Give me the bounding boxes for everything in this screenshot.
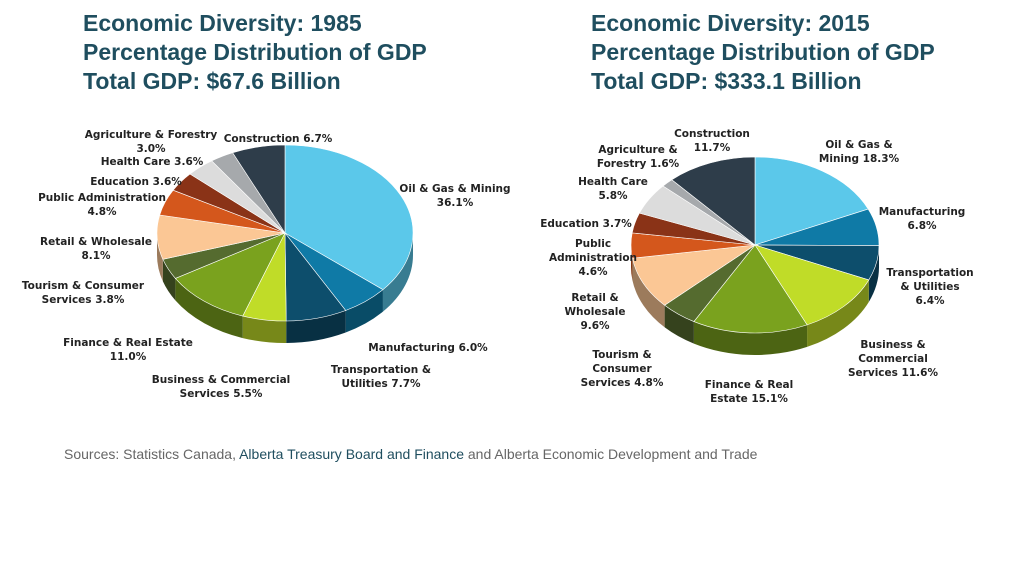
pie-side-business-commercial-services [807,279,869,347]
pie-slice-oil-gas-mining [284,144,414,291]
pie-side-finance-real-estate [175,278,243,339]
pie-slice-business-commercial-services [754,244,870,326]
pie-side-manufacturing [345,289,383,333]
slice-label-oil-gas-mining: Oil & Gas & Mining 36.1% [399,183,510,209]
slice-label-health-care: Health Care 3.6% [101,156,204,168]
slice-label-transportation-utilities: Transportation & Utilities 7.7% [331,364,431,390]
pie-slice-finance-real-estate [174,232,286,317]
chart-total-gdp: Total GDP: $333.1 Billion [591,68,862,94]
slice-label-public-administration: Public Administration 4.8% [38,192,166,218]
chart-2015: Economic Diversity: 2015 Percentage Dist… [512,0,1024,430]
slice-label-manufacturing: Manufacturing 6.8% [879,206,966,232]
slice-label-education: Education 3.7% [540,218,632,230]
pie-side-business-commercial-services [242,316,287,343]
pie-side-transportation-utilities [868,245,879,302]
slice-label-business-commercial-services: Business & Commercial Services 5.5% [152,374,291,400]
pie-slice-retail-wholesale [632,244,756,306]
slice-label-education: Education 3.6% [90,176,182,188]
chart-subtitle: Percentage Distribution of GDP [83,39,427,65]
pie-slice-construction [671,156,756,246]
slice-label-transportation-utilities: Transportation & Utilities 6.4% [886,267,973,307]
chart-total-gdp: Total GDP: $67.6 Billion [83,68,341,94]
slice-label-construction: Construction 6.7% [224,133,333,145]
chart-title: Economic Diversity: 1985 [83,10,362,36]
slice-label-tourism-consumer-services: Tourism & Consumer Services 4.8% [581,349,664,389]
sources-note: Sources: Statistics Canada, Alberta Trea… [64,446,757,462]
slice-label-tourism-consumer-services: Tourism & Consumer Services 3.8% [22,280,145,306]
chart-1985: Economic Diversity: 1985 Percentage Dist… [0,0,512,430]
slice-label-retail-wholesale: Retail & Wholesale 9.6% [564,292,625,332]
slice-label-agriculture-forestry: Agriculture & Forestry 3.0% [85,129,218,155]
pie-top [156,144,414,322]
slice-label-finance-real-estate: Finance & Real Estate 11.0% [63,337,193,363]
sources-prefix: Sources: Statistics Canada, [64,446,240,462]
pie-side-retail-wholesale [157,233,163,282]
chart-title: Economic Diversity: 2015 [591,10,870,36]
slice-label-public-administration: Public Administration 4.6% [549,238,637,278]
slice-label-oil-gas-mining: Oil & Gas & Mining 18.3% [819,139,900,165]
slice-label-finance-real-estate: Finance & Real Estate 15.1% [705,379,794,405]
slice-label-retail-wholesale: Retail & Wholesale 8.1% [40,236,152,262]
pie-side-retail-wholesale [632,258,665,328]
chart-subtitle: Percentage Distribution of GDP [591,39,935,65]
slice-label-business-commercial-services: Business & Commercial Services 11.6% [848,339,938,379]
pie-chart-1985: Oil & Gas & Mining 36.1% Manufacturing 6.0… [22,129,511,400]
pie-side-tourism-consumer-services [664,305,694,344]
pie-side-oil-gas-mining [382,233,413,312]
sources-org-trade: Alberta Economic Development and Trade [494,446,758,462]
sources-mid: and [464,446,495,462]
pie-sides [157,233,413,343]
slice-label-manufacturing: Manufacturing 6.0% [368,342,488,354]
pie-slice-construction [232,144,286,235]
pie-chart-2015: Oil & Gas & Mining 18.3% Manufacturing 6.8%… [540,128,973,405]
pie-slice-oil-gas-mining [754,156,869,246]
sources-org-treasury: Alberta Treasury Board and Finance [239,446,464,462]
slice-label-construction: Construction 11.7% [674,128,750,154]
pie-side-tourism-consumer-services [162,259,176,301]
pie-slice-finance-real-estate [693,244,808,334]
pie-top [630,156,880,334]
slice-label-health-care: Health Care 5.8% [578,176,648,202]
pie-side-transportation-utilities [286,310,346,343]
slice-label-agriculture-forestry: Agriculture & Forestry 1.6% [597,144,680,170]
